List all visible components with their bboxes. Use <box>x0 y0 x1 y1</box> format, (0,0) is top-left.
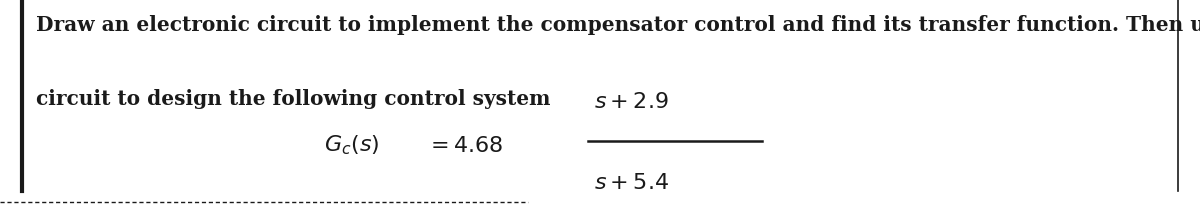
Text: Draw an electronic circuit to implement the compensator control and find its tra: Draw an electronic circuit to implement … <box>36 15 1200 35</box>
Text: $= 4.68$: $= 4.68$ <box>426 135 503 157</box>
Text: $G_c(s)$: $G_c(s)$ <box>324 134 379 157</box>
Text: $s + 2.9$: $s + 2.9$ <box>594 91 668 113</box>
Text: $s + 5.4$: $s + 5.4$ <box>594 172 670 194</box>
Text: circuit to design the following control system: circuit to design the following control … <box>36 89 551 109</box>
